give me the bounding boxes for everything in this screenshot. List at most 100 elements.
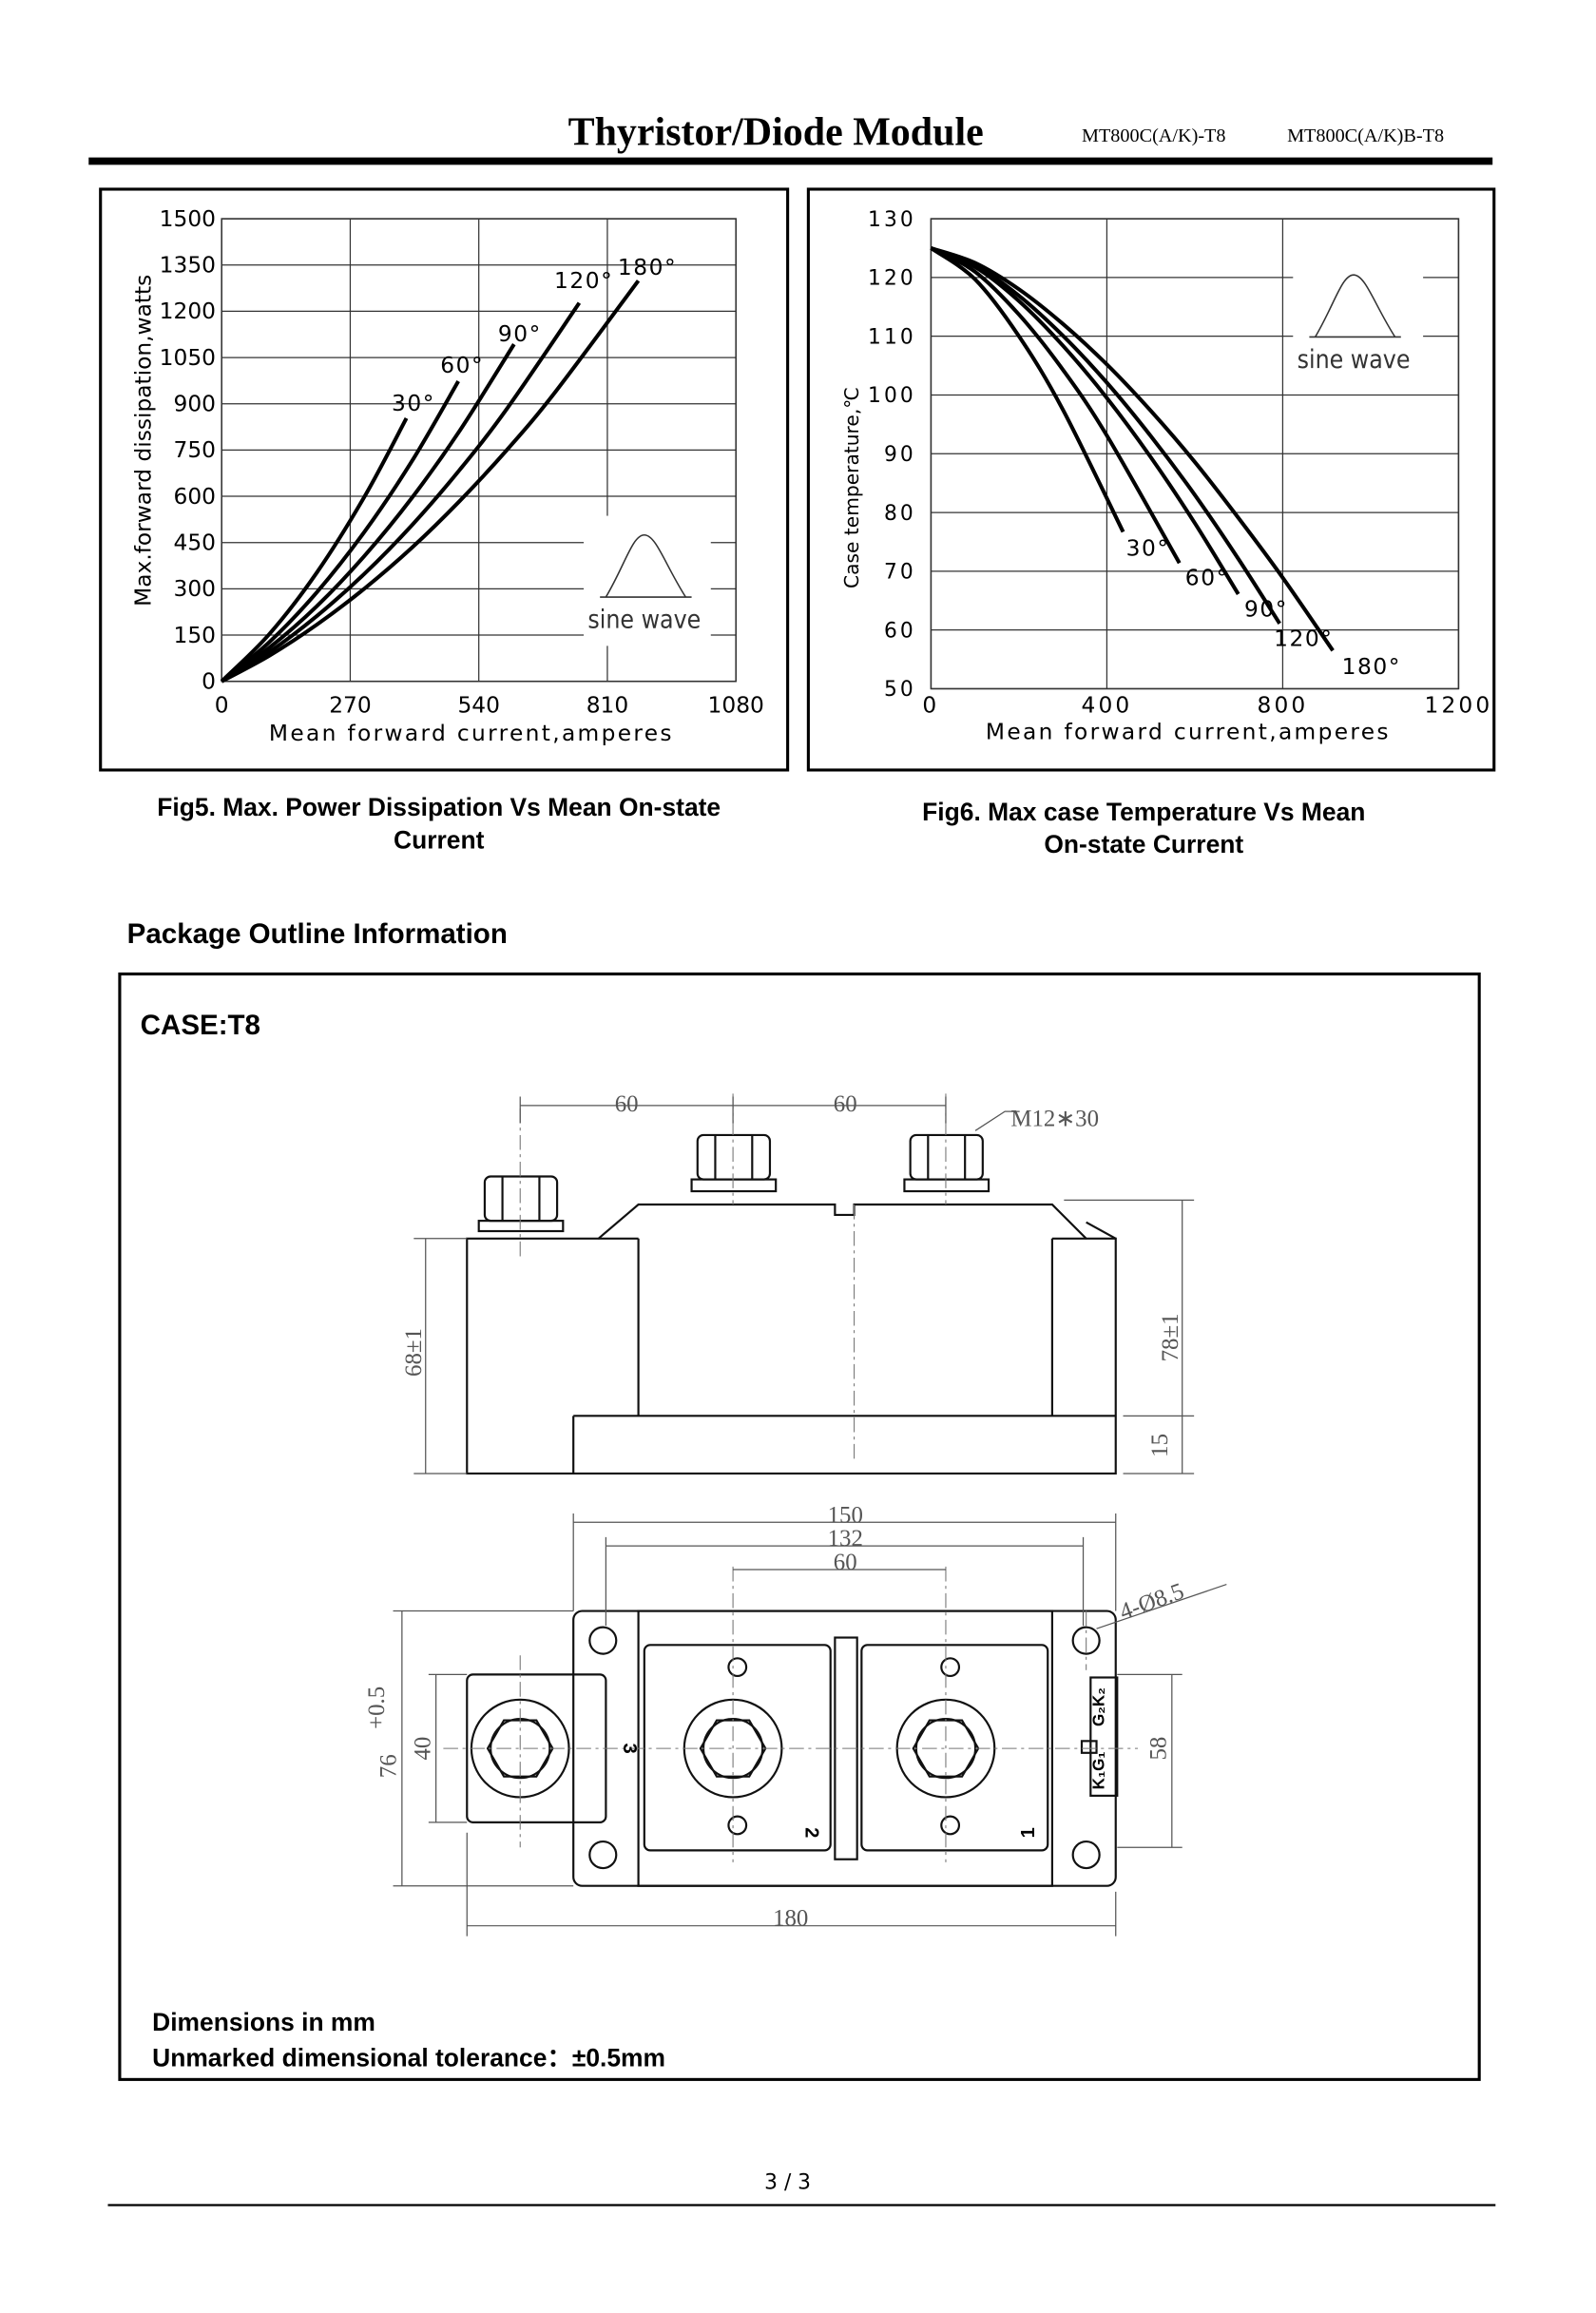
y-tick-label: 600 <box>174 484 216 510</box>
gate-label: K₁G₁ <box>1089 1752 1107 1790</box>
sine-icon <box>1314 274 1396 337</box>
series-label: 30° <box>1126 536 1170 562</box>
holes <box>588 1626 1101 1870</box>
series-label: 180° <box>618 255 677 280</box>
bolt <box>477 1175 565 1233</box>
y-tick-label: 750 <box>174 437 216 463</box>
title: Thyristor/Diode Module <box>568 110 984 154</box>
x-axis-label: Mean forward current,amperes <box>986 719 1391 744</box>
y-tick-label: 100 <box>868 384 916 408</box>
y-tick-label: 450 <box>174 530 216 555</box>
figure-caption: Current <box>394 825 485 854</box>
series-label: 120° <box>1274 626 1333 651</box>
y-tick-label: 130 <box>868 208 916 232</box>
dimension: 132 <box>828 1526 863 1552</box>
series-line <box>930 246 1281 625</box>
y-tick-label: 150 <box>174 623 216 648</box>
x-tick-label: 0 <box>922 692 939 718</box>
y-tick-label: 1500 <box>160 206 216 232</box>
terminal-number: 1 <box>1018 1827 1039 1838</box>
dimension: 40 <box>410 1737 435 1761</box>
y-tick-label: 80 <box>884 502 916 526</box>
series-line <box>221 343 516 684</box>
series-line <box>221 279 641 684</box>
gate-label: G₂K₂ <box>1089 1687 1107 1726</box>
series-label: 30° <box>392 391 435 416</box>
dimension: 180 <box>773 1906 808 1932</box>
series-label: 60° <box>440 353 484 378</box>
y-tick-label: 70 <box>884 561 916 585</box>
annotation: sine wave <box>587 606 701 635</box>
dimension: 68±1 <box>401 1328 427 1377</box>
side-view: 60 60 M12∗30 68±1 78±1 15 <box>401 1091 1195 1475</box>
terminal-number: 3 <box>619 1744 640 1754</box>
series-line <box>930 246 1125 533</box>
y-tick-label: 60 <box>884 619 916 643</box>
y-tick-label: 90 <box>884 443 916 467</box>
cell <box>860 1644 1049 1852</box>
dimension: 15 <box>1147 1434 1173 1457</box>
bolt <box>690 1133 778 1193</box>
center-lines <box>519 1093 947 1464</box>
body-edges <box>572 1221 1117 1474</box>
x-tick-label: 400 <box>1082 692 1133 718</box>
y-tick-label: 1200 <box>160 299 216 324</box>
y-tick-label: 1050 <box>160 345 216 371</box>
x-tick-label: 540 <box>457 692 499 718</box>
x-tick-label: 1080 <box>708 692 764 718</box>
case-label: CASE:T8 <box>141 1010 260 1041</box>
y-tick-label: 110 <box>868 325 916 349</box>
x-tick-label: 270 <box>329 692 371 718</box>
figure-caption: On-state Current <box>1044 830 1243 858</box>
dimension: 60 <box>615 1091 639 1117</box>
series-line <box>930 246 1335 652</box>
y-tick-label: 0 <box>202 668 216 694</box>
chart-frame <box>806 187 1496 772</box>
series-label: 90° <box>498 321 542 347</box>
note: Unmarked dimensional tolerance：±0.5mm <box>152 2043 665 2072</box>
plot-border <box>930 218 1460 690</box>
y-tick-label: 50 <box>884 678 916 702</box>
series-line <box>930 246 1240 596</box>
series-label: 60° <box>1185 566 1229 591</box>
dimension: 150 <box>828 1502 863 1528</box>
section-title: Package Outline Information <box>127 918 508 950</box>
cell <box>643 1644 832 1852</box>
sine-icon <box>605 534 687 598</box>
outline-box <box>118 972 1481 2081</box>
note: Dimensions in mm <box>152 2008 375 2036</box>
center-lines <box>443 1566 1139 1862</box>
series-label: 180° <box>1342 654 1401 680</box>
y-tick-label: 1350 <box>160 253 216 279</box>
y-axis-label: Case temperature,℃ <box>840 387 863 588</box>
dimension-lines <box>393 1513 1227 1937</box>
x-tick-label: 0 <box>215 692 229 718</box>
y-tick-label: 120 <box>868 267 916 291</box>
model: MT800C(A/K)B-T8 <box>1287 125 1444 146</box>
terminal-number: 2 <box>800 1827 821 1838</box>
x-tick-label: 1200 <box>1425 692 1493 718</box>
figure-caption: Fig6. Max case Temperature Vs Mean <box>922 798 1365 826</box>
y-tick-label: 300 <box>174 576 216 602</box>
y-axis-label: Max.forward dissipation,watts <box>131 275 157 607</box>
dimension: 60 <box>834 1091 857 1117</box>
model: MT800C(A/K)-T8 <box>1082 125 1226 146</box>
series-label: 120° <box>554 268 613 294</box>
annotation: sine wave <box>1298 345 1411 375</box>
x-tick-label: 800 <box>1258 692 1309 718</box>
top-view: 150 132 60 4-Ø8.5 76 +0.5 40 58 180 3 2 … <box>364 1502 1227 1937</box>
series-line <box>930 246 1182 565</box>
icon-background <box>584 515 711 646</box>
dimension: 60 <box>834 1550 857 1575</box>
dimension: 78±1 <box>1158 1313 1183 1361</box>
bolt <box>903 1133 990 1193</box>
series-line <box>220 417 409 684</box>
series-line <box>221 301 582 684</box>
dimension: 58 <box>1146 1737 1172 1761</box>
x-axis-label: Mean forward current,amperes <box>269 721 674 746</box>
dimension: M12∗30 <box>1010 1107 1099 1132</box>
x-tick-label: 810 <box>586 692 628 718</box>
dimension-lines <box>413 1199 1195 1475</box>
